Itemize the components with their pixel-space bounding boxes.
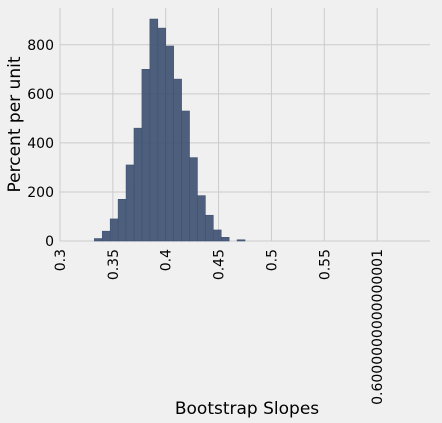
y-tick-label: 400 [27, 136, 54, 152]
histogram-bar [101, 230, 111, 242]
histogram-bar [173, 78, 182, 242]
y-tick-label: 0 [45, 234, 54, 250]
histogram-bar [117, 199, 127, 242]
x-tick-label: 0.6000000000000001 [370, 249, 386, 405]
y-axis-ticks: 0 200 400 600 800 [27, 38, 54, 250]
histogram-bar [149, 18, 159, 242]
x-tick-label: 0.4 [159, 249, 175, 271]
y-tick-label: 600 [27, 87, 54, 103]
histogram-bar [236, 239, 246, 242]
x-axis-label: Bootstrap Slopes [175, 399, 319, 419]
x-tick-label: 0.45 [212, 249, 228, 280]
histogram-bar [157, 27, 167, 242]
y-axis-label: Percent per unit [5, 56, 25, 192]
histogram-bar [212, 229, 222, 242]
histogram-bar [165, 45, 174, 242]
histogram-bar [133, 127, 143, 242]
x-axis-ticks: 0.3 0.35 0.4 0.45 0.5 0.55 0.6000000000000001 [53, 249, 386, 405]
histogram-bar [109, 218, 119, 242]
plot-background [60, 8, 430, 241]
histogram-bar [125, 164, 135, 242]
y-tick-label: 200 [27, 185, 54, 201]
x-tick-label: 0.3 [53, 249, 69, 271]
histogram-bar [205, 214, 214, 242]
histogram-bar [94, 238, 103, 242]
histogram-bar [197, 195, 206, 242]
x-tick-label: 0.35 [106, 249, 122, 280]
histogram-bars [94, 18, 246, 242]
x-tick-label: 0.5 [264, 249, 280, 271]
x-tick-label: 0.55 [317, 249, 333, 280]
histogram-bar [141, 69, 151, 242]
histogram-bar [189, 157, 198, 242]
histogram-bar [181, 110, 190, 242]
y-tick-label: 800 [27, 38, 54, 54]
histogram-bar [220, 237, 230, 242]
